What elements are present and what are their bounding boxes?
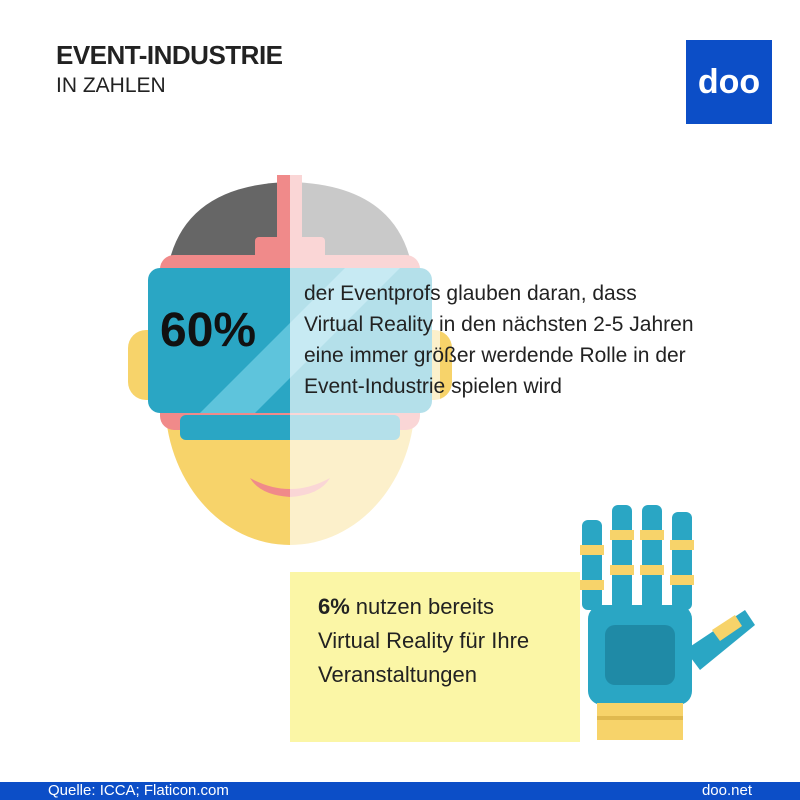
fade-overlay <box>290 160 440 560</box>
palm-detail <box>605 625 675 685</box>
wrist-line <box>597 716 683 720</box>
vr-head <box>128 160 452 560</box>
stat-text: der Eventprofs glauben daran, dass Virtua… <box>304 278 694 402</box>
joint <box>670 540 694 550</box>
joint <box>580 545 604 555</box>
highlight-box <box>290 572 580 742</box>
finger <box>642 505 662 610</box>
text-line: eine immer größer werdende Rolle in der <box>304 344 686 367</box>
finger <box>612 505 632 610</box>
source: Quelle: ICCA; Flaticon.com <box>48 782 229 799</box>
joint <box>610 530 634 540</box>
text-line: der Eventprofs glauben daran, dass <box>304 282 637 305</box>
text-line: 6% nutzen bereits <box>318 590 529 624</box>
robot-hand <box>580 505 755 740</box>
stat-highlight: 60% <box>160 304 257 357</box>
stat-text: 6% nutzen bereits Virtual Reality für Ihre… <box>318 590 529 692</box>
joint <box>640 530 664 540</box>
joint <box>580 580 604 590</box>
joint <box>640 565 664 575</box>
finger <box>582 520 602 610</box>
wrist <box>597 703 683 740</box>
text-line: Event-Industrie spielen wird <box>304 375 562 398</box>
stat-highlight: 6% <box>318 594 350 619</box>
footer-link[interactable]: doo.net <box>701 782 752 799</box>
text-line: Virtual Reality in den nächsten 2-5 Jahr… <box>304 313 694 336</box>
title: EVENT-INDUSTRIE <box>56 40 283 70</box>
text-line: nutzen bereits <box>355 594 494 619</box>
subtitle: IN ZAHLEN <box>56 74 166 97</box>
logo[interactable]: doo <box>686 40 772 124</box>
joint <box>712 615 742 641</box>
text-line: Veranstaltungen <box>318 662 478 687</box>
finger <box>672 512 692 610</box>
text-line: Virtual Reality für Ihre <box>318 628 530 653</box>
joint <box>610 565 634 575</box>
joint <box>670 575 694 585</box>
footer: Quelle: ICCA; Flaticon.com doo.net <box>0 782 800 800</box>
